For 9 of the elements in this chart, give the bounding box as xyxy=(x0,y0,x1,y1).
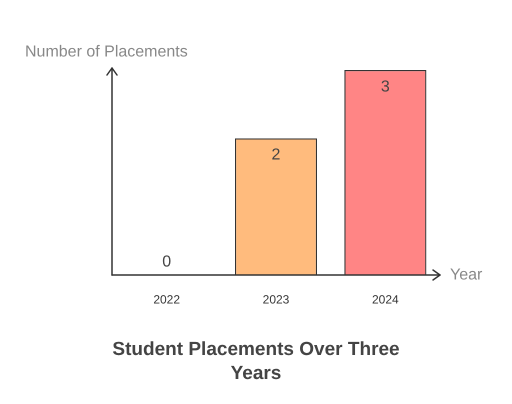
y-axis-title: Number of Placements xyxy=(25,43,188,60)
data-label: 2 xyxy=(272,146,281,164)
data-label: 3 xyxy=(380,78,390,96)
x-tick-label: 2023 xyxy=(262,292,290,307)
text: Student Placements Over Three Years xyxy=(111,338,401,386)
x-axis-title: Year xyxy=(450,266,483,284)
data-label: 0 xyxy=(162,253,172,270)
x-tick-label: 2022 xyxy=(153,292,180,307)
x-tick-label: 2024 xyxy=(372,292,400,307)
